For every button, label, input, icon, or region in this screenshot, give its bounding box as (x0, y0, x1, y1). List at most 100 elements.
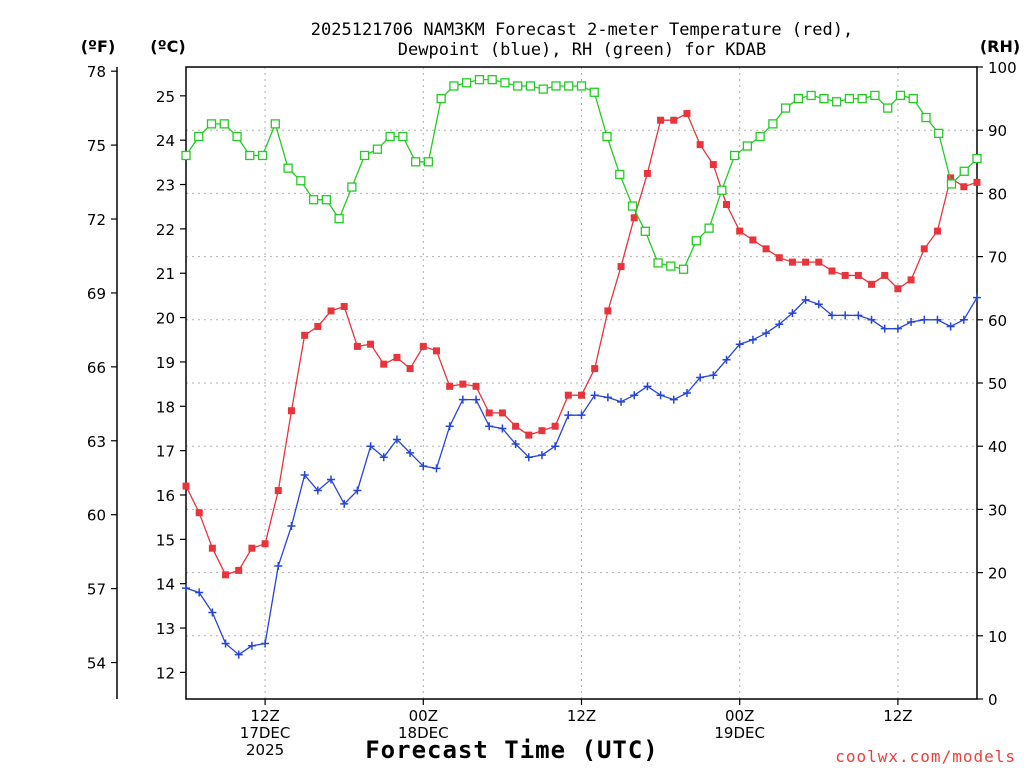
temperature-point (564, 391, 572, 399)
temperature-point (182, 482, 190, 490)
celsius-tick-label: 22 (156, 221, 175, 239)
temperature-point (828, 267, 836, 275)
dewpoint-point (247, 641, 256, 650)
rh-tick-label: 20 (988, 565, 1007, 583)
rh-point (615, 169, 625, 180)
dewpoint-point (801, 295, 810, 304)
celsius-tick-label: 15 (156, 531, 175, 549)
rh-point (857, 93, 867, 104)
temperature-point (788, 258, 796, 266)
dewpoint-point (195, 588, 204, 597)
temperature-point (367, 340, 375, 348)
dewpoint-point (959, 315, 968, 324)
temperature-point (472, 382, 480, 390)
dewpoint-point (445, 422, 454, 431)
rh-point (742, 141, 753, 151)
temperature-point (578, 391, 585, 399)
dewpoint-point (353, 486, 362, 495)
rh-point (883, 103, 893, 113)
temperature-point (762, 245, 770, 253)
temperature-point (525, 431, 533, 439)
rh-point (729, 150, 740, 161)
dewpoint-point (709, 371, 718, 380)
dewpoint-point (696, 373, 705, 382)
rh-point (321, 195, 331, 205)
dewpoint-point (472, 395, 481, 404)
dewpoint-point (419, 462, 428, 471)
rh-point (627, 201, 638, 211)
dewpoint-point (261, 639, 270, 648)
dewpoint-point (511, 439, 520, 448)
rh-point (474, 74, 485, 85)
temperature-point (327, 307, 335, 315)
rh-point (921, 112, 931, 123)
rh-point (934, 128, 944, 139)
dewpoint-point (880, 324, 889, 333)
temperature-point (933, 227, 941, 235)
temperature-point (459, 380, 467, 388)
temperature-point (894, 285, 902, 293)
rh-point (704, 223, 714, 233)
dewpoint-point (669, 395, 678, 404)
rh-point (385, 131, 395, 142)
temperature-point (973, 178, 981, 186)
rh-point (462, 78, 472, 88)
rh-point (946, 179, 957, 189)
dewpoint-point (643, 382, 652, 391)
dewpoint-point (617, 397, 626, 406)
temperature-point (591, 365, 599, 373)
temperature-point (723, 200, 731, 208)
temperature-point (380, 360, 388, 368)
celsius-tick-label: 16 (156, 487, 175, 505)
rh-tick-label: 40 (988, 438, 1007, 456)
dewpoint-point (762, 329, 771, 338)
temperature-point (287, 407, 295, 415)
temperature-point (643, 169, 651, 177)
rh-point (283, 163, 293, 173)
temperature-point (841, 271, 849, 279)
rh-tick-label: 90 (988, 122, 1007, 140)
rh-point (525, 81, 536, 91)
temperature-point (353, 342, 361, 350)
rh-unit-label: (RH) (980, 37, 1020, 56)
rh-point (589, 87, 599, 97)
rh-point (347, 182, 357, 192)
celsius-tick-label: 13 (156, 620, 175, 638)
dewpoint-point (458, 395, 467, 404)
rh-point (410, 157, 421, 167)
temperature-point (314, 322, 322, 330)
temperature-point (512, 422, 520, 430)
chart-title-line-2: Dewpoint (blue), RH (green) for KDAB (398, 40, 766, 60)
temperature-point (195, 509, 203, 517)
dewpoint-point (788, 309, 797, 318)
temperature-point (854, 271, 862, 279)
x-tick-label: 00Z (409, 707, 438, 725)
rh-point (372, 144, 383, 154)
celsius-tick-label: 25 (156, 88, 175, 106)
temperature-point (235, 566, 243, 574)
fahrenheit-tick-label: 57 (87, 581, 106, 599)
dewpoint-point (775, 320, 784, 329)
rh-point (780, 103, 791, 113)
dewpoint-point (603, 393, 612, 402)
x-tick-label: 12Z (883, 707, 912, 725)
rh-point (793, 93, 804, 104)
rh-point (436, 93, 446, 104)
temperature-point (419, 342, 427, 350)
dewpoint-point (814, 300, 823, 309)
x-tick-label: 12Z (250, 707, 279, 725)
temperature-point (749, 236, 757, 244)
rh-point (576, 81, 587, 91)
celsius-tick-label: 23 (156, 177, 175, 195)
celsius-tick-label: 18 (156, 398, 175, 416)
dewpoint-point (551, 442, 560, 451)
dewpoint-point (893, 324, 902, 333)
rh-point (691, 236, 701, 246)
dewpoint-series (182, 293, 981, 659)
data-series (181, 74, 982, 659)
rh-point (538, 84, 548, 94)
x-tick-label: 19DEC (714, 724, 765, 742)
temperature-point (630, 214, 638, 222)
temperature-point (683, 110, 691, 118)
rh-point (513, 81, 523, 91)
